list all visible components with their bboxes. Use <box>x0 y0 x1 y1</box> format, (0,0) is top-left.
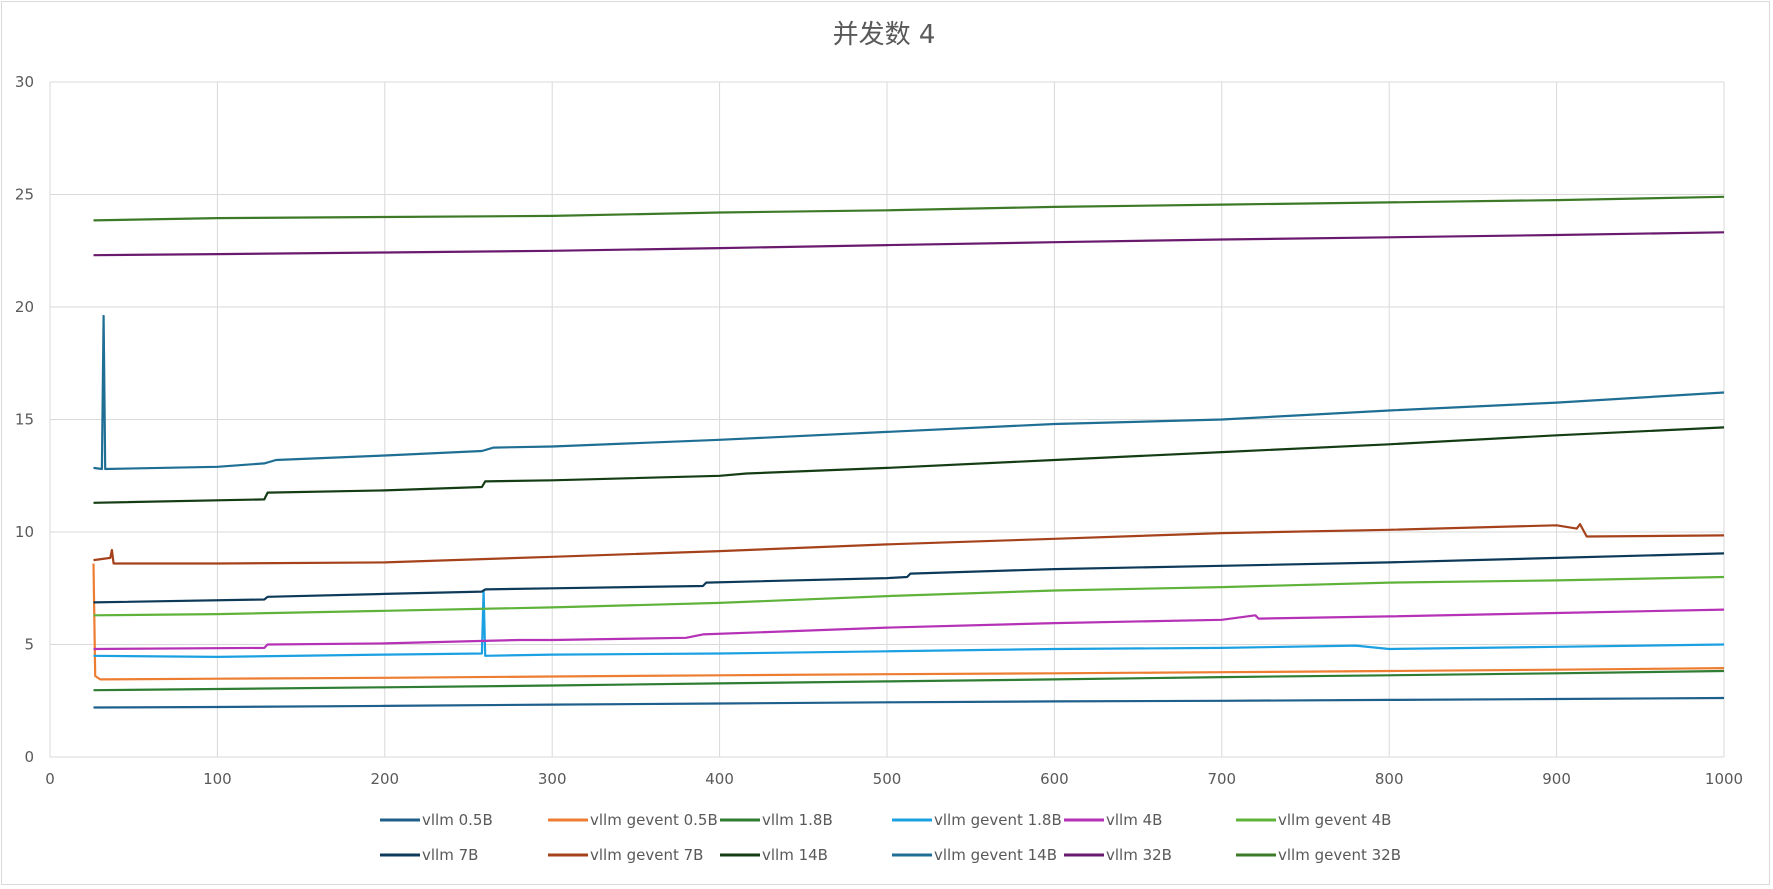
legend-item: vllm gevent 0.5B <box>548 811 718 829</box>
legend-label: vllm gevent 1.8B <box>934 811 1062 829</box>
legend-label: vllm 32B <box>1106 846 1172 864</box>
series-line-vllm-gevent-0.5b <box>92 563 1725 681</box>
y-axis-ticks: 0 5 10 15 20 25 30 <box>15 73 34 766</box>
grid-lines <box>49 81 1725 758</box>
legend-item: vllm 32B <box>1064 846 1172 864</box>
legend-item: vllm 14B <box>720 846 828 864</box>
series-line-vllm-gevent-32b <box>93 195 1725 222</box>
series-line-vllm-7b <box>93 552 1725 604</box>
series-line-vllm-0.5b <box>93 696 1725 709</box>
series-line-vllm-32b <box>93 231 1725 257</box>
legend-label: vllm gevent 7B <box>590 846 703 864</box>
legend-label: vllm 4B <box>1106 811 1162 829</box>
legend-item: vllm 0.5B <box>380 811 493 829</box>
legend-label: vllm gevent 14B <box>934 846 1057 864</box>
series-line-vllm-4b <box>93 608 1725 651</box>
chart-title: 并发数 4 <box>833 20 936 50</box>
legend-item: vllm gevent 32B <box>1236 846 1401 864</box>
legend-item: vllm gevent 4B <box>1236 811 1391 829</box>
x-tick-label: 800 <box>1375 770 1404 788</box>
y-tick-label: 25 <box>15 186 34 204</box>
legend-label: vllm 0.5B <box>422 811 493 829</box>
series-line-vllm-1.8b <box>93 669 1725 692</box>
series-line-vllm-gevent-1.8b <box>93 589 1725 658</box>
x-tick-label: 400 <box>705 770 734 788</box>
y-tick-label: 30 <box>15 73 34 91</box>
y-tick-label: 10 <box>15 523 34 541</box>
y-tick-label: 5 <box>24 636 34 654</box>
x-tick-label: 900 <box>1542 770 1571 788</box>
series-line-vllm-gevent-14b <box>93 314 1725 471</box>
x-tick-label: 1000 <box>1705 770 1743 788</box>
legend-item: vllm gevent 7B <box>548 846 703 864</box>
series-line-vllm-14b <box>93 426 1725 504</box>
legend-item: vllm 7B <box>380 846 478 864</box>
legend-item: vllm 4B <box>1064 811 1162 829</box>
series-line-vllm-gevent-4b <box>93 575 1725 617</box>
x-tick-label: 500 <box>873 770 902 788</box>
legend: vllm 0.5B vllm gevent 0.5B vllm 1.8B vllm g… <box>380 811 1401 864</box>
x-tick-label: 100 <box>203 770 232 788</box>
legend-label: vllm gevent 4B <box>1278 811 1391 829</box>
legend-label: vllm gevent 0.5B <box>590 811 718 829</box>
x-tick-label: 200 <box>370 770 399 788</box>
legend-label: vllm 7B <box>422 846 478 864</box>
y-tick-label: 0 <box>24 748 34 766</box>
series-line-vllm-gevent-7b <box>93 523 1725 565</box>
legend-item: vllm 1.8B <box>720 811 833 829</box>
y-tick-label: 15 <box>15 411 34 429</box>
x-axis-ticks: 0 100 200 300 400 500 600 700 800 900 1000 <box>45 770 1743 788</box>
legend-label: vllm gevent 32B <box>1278 846 1401 864</box>
legend-label: vllm 1.8B <box>762 811 833 829</box>
legend-item: vllm gevent 1.8B <box>892 811 1062 829</box>
legend-label: vllm 14B <box>762 846 828 864</box>
x-tick-label: 700 <box>1207 770 1236 788</box>
legend-item: vllm gevent 14B <box>892 846 1057 864</box>
x-tick-label: 0 <box>45 770 55 788</box>
x-tick-label: 600 <box>1040 770 1069 788</box>
y-tick-label: 20 <box>15 298 34 316</box>
series-lines <box>92 195 1725 709</box>
x-tick-label: 300 <box>538 770 567 788</box>
